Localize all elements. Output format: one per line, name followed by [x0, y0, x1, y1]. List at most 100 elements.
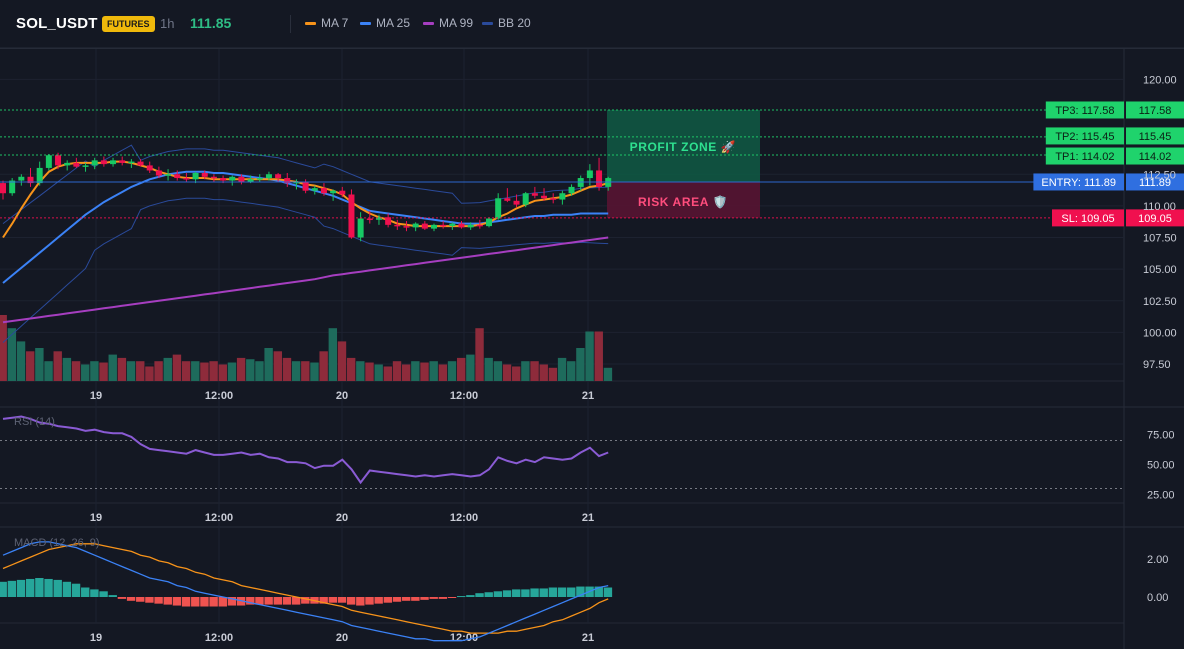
price-axis-tick: 97.50	[1143, 359, 1171, 371]
volume-bar	[35, 348, 44, 381]
level-tag-label: TP3: 117.58	[1055, 105, 1114, 117]
ma7-line	[2, 160, 609, 239]
volume-bar	[521, 361, 530, 381]
macd-histogram-bar	[576, 586, 585, 597]
candle-body	[183, 178, 190, 180]
level-tag[interactable]	[1045, 147, 1124, 165]
volume-bar	[420, 362, 429, 381]
volume-bar	[557, 357, 567, 381]
volume-bar	[438, 364, 448, 381]
time-axis-tick: 12:00	[205, 512, 233, 524]
profit-zone-label: PROFIT ZONE 🚀	[630, 140, 737, 154]
volume-bar	[209, 361, 218, 381]
rsi-axis-tick: 75.00	[1147, 430, 1175, 442]
volume-bar	[585, 331, 594, 381]
macd-histogram-bar	[346, 597, 356, 605]
time-axis-tick: 20	[336, 632, 348, 644]
macd-histogram-bar	[539, 588, 548, 597]
macd-panel: MACD (12, 26, 9) 2.00 0.00	[0, 537, 1168, 642]
macd-histogram-bar	[255, 597, 264, 605]
candle-body	[64, 162, 71, 166]
level-tag[interactable]	[1045, 101, 1124, 119]
candle-body	[531, 193, 538, 196]
macd-histogram-bar	[365, 597, 374, 605]
volume-bar	[26, 351, 35, 381]
volume-bar	[346, 357, 356, 381]
macd-histogram-bar	[548, 587, 558, 597]
legend-ma99[interactable]: MA 99	[423, 16, 473, 30]
volume-bar	[576, 348, 585, 381]
macd-histogram-bar	[0, 581, 7, 597]
macd-histogram-bar	[420, 597, 429, 600]
macd-histogram-bar	[337, 597, 347, 603]
time-axis-tick: 12:00	[205, 390, 233, 402]
macd-histogram-bar	[319, 597, 328, 604]
candle-body	[568, 186, 575, 194]
macd-histogram-bar	[374, 597, 383, 604]
macd-histogram-bar	[521, 589, 530, 597]
macd-histogram-bar	[246, 597, 255, 605]
macd-histogram-bar	[328, 597, 338, 603]
macd-histogram-bar	[154, 597, 163, 604]
volume-bar	[539, 364, 548, 381]
risk-zone-label: RISK AREA 🛡️	[638, 195, 728, 209]
candle-body	[275, 174, 282, 179]
macd-line	[2, 541, 609, 642]
candle-body	[586, 170, 593, 179]
time-axis-tick: 12:00	[450, 512, 478, 524]
macd-histogram-bar	[227, 597, 237, 606]
chart-header: SOL_USDT FUTURES 1h 111.85 MA 7 MA 25 MA…	[0, 0, 1184, 49]
macd-histogram-bar	[145, 597, 154, 603]
macd-histogram-bar	[26, 578, 35, 597]
last-price: 111.85	[190, 15, 232, 31]
macd-histogram-bar	[7, 580, 17, 597]
candle-body	[174, 174, 181, 179]
candle-body	[293, 181, 300, 184]
candle-body	[366, 218, 373, 221]
level-price-tag	[1126, 127, 1184, 145]
candle-body	[430, 224, 437, 229]
volume-bar	[383, 366, 393, 381]
profit-zone[interactable]	[607, 109, 760, 182]
legend-bb20[interactable]: BB 20	[482, 16, 531, 30]
volume-bar	[512, 366, 521, 381]
symbol-title[interactable]: SOL_USDT	[16, 15, 98, 32]
macd-histogram-bar	[35, 578, 44, 597]
candle-body	[449, 223, 456, 227]
volume-bar	[7, 328, 17, 381]
level-tag[interactable]	[1033, 173, 1124, 191]
volume-bar	[548, 367, 558, 381]
level-tag[interactable]	[1045, 127, 1124, 145]
macd-histogram-bar	[466, 595, 475, 597]
volume-bar	[108, 354, 117, 381]
legend-ma25[interactable]: MA 25	[360, 16, 410, 30]
time-axis-tick: 19	[90, 512, 102, 524]
candle-body	[513, 200, 520, 205]
ma99-swatch-icon	[423, 21, 434, 25]
level-tag[interactable]	[1052, 209, 1124, 227]
candle-body	[302, 181, 309, 191]
candle-body	[128, 161, 135, 164]
macd-histogram-bar	[117, 597, 127, 599]
legend-ma7[interactable]: MA 7	[305, 16, 348, 30]
rsi-title: RSI (14)	[14, 416, 55, 428]
timeframe-label[interactable]: 1h	[160, 16, 175, 31]
time-axis-tick: 21	[582, 632, 594, 644]
bb20-swatch-icon	[482, 21, 493, 25]
ma99-line	[2, 236, 609, 324]
candle-body	[385, 217, 392, 225]
macd-histogram-bar	[356, 597, 365, 606]
rsi-axis-tick: 25.00	[1147, 490, 1175, 502]
macd-histogram-bar	[291, 597, 301, 605]
candle-body	[0, 183, 6, 194]
volume-bar	[493, 361, 503, 381]
legend-ma7-label: MA 7	[321, 16, 349, 30]
bb-lower-band	[2, 197, 609, 343]
volume-bar	[172, 354, 182, 381]
risk-zone[interactable]	[607, 181, 760, 218]
macd-axis-tick: 2.00	[1147, 554, 1168, 566]
volume-bar	[319, 351, 328, 381]
volume-bar	[337, 341, 347, 381]
macd-histogram-bar	[383, 597, 393, 603]
